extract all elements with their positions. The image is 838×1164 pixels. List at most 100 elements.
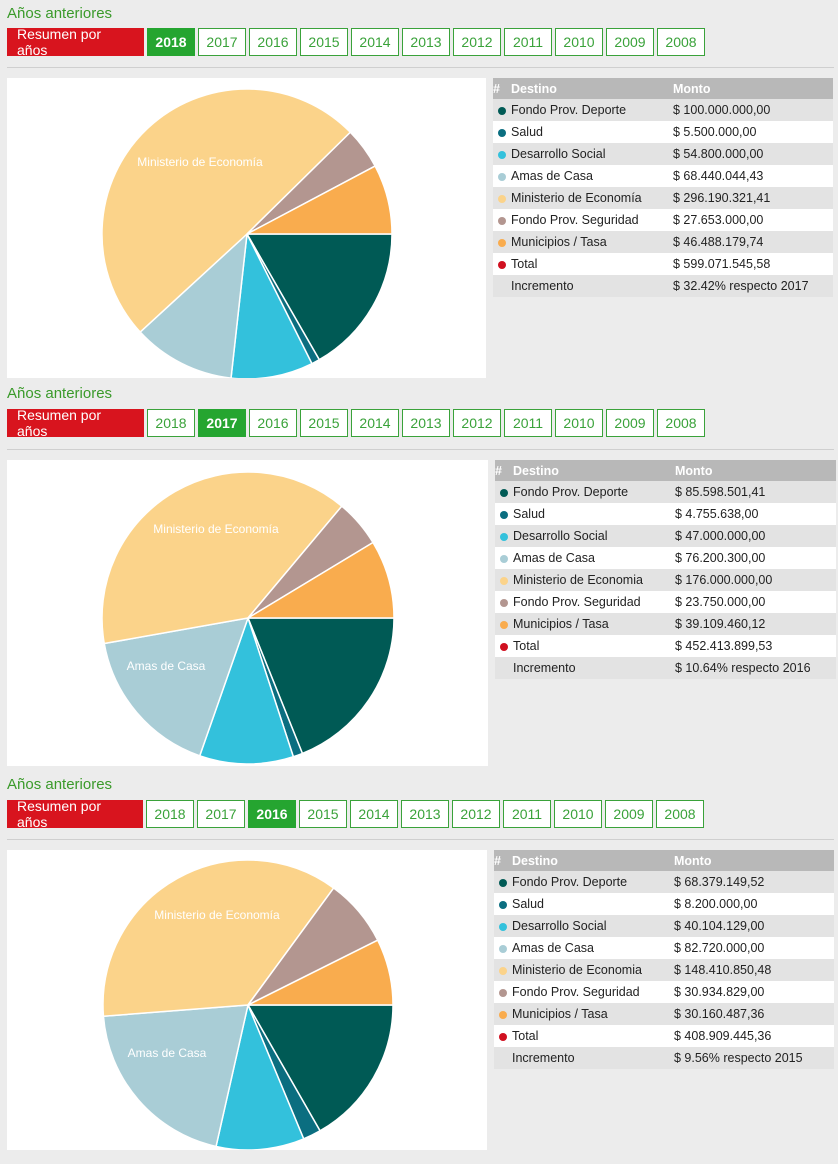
table-row: Incremento $ 10.64% respecto 2016 — [495, 657, 836, 679]
legend-dot-icon — [500, 642, 508, 651]
year-tab-2012[interactable]: 2012 — [453, 28, 501, 56]
year-tab-2011[interactable]: 2011 — [504, 28, 552, 56]
year-tab-2018[interactable]: 2018 — [147, 28, 195, 56]
pie-slice-desarrollo-social[interactable] — [215, 1002, 305, 1150]
legend-dot-icon — [499, 966, 507, 975]
col-monto: Monto — [675, 460, 836, 481]
year-tab-2010[interactable]: 2010 — [555, 28, 603, 56]
year-tab-2016[interactable]: 2016 — [249, 28, 297, 56]
pie-slice-ministerio-de-economia[interactable] — [101, 471, 343, 645]
table-row: Fondo Prov. Deporte $ 68.379.149,52 — [494, 871, 834, 893]
year-tabbar: Resumen por años 2018 2017 2016 2015 2014 2013… — [7, 798, 707, 830]
year-tab-2008[interactable]: 2008 — [656, 800, 704, 828]
year-tab-2015[interactable]: 2015 — [300, 409, 348, 437]
year-tab-2014[interactable]: 2014 — [350, 800, 398, 828]
row-destino: Ministerio de Economia — [513, 569, 675, 591]
year-tab-2012[interactable]: 2012 — [453, 409, 501, 437]
pie-slice-ministerio-de-economia[interactable] — [102, 859, 335, 1018]
pie-slice-amas-de-casa[interactable] — [103, 617, 250, 757]
summary-by-years-button[interactable]: Resumen por años — [7, 407, 144, 439]
row-marker — [495, 591, 513, 613]
summary-by-years-button[interactable]: Resumen por años — [7, 26, 144, 58]
year-tab-2010[interactable]: 2010 — [555, 409, 603, 437]
row-destino: Amas de Casa — [511, 165, 673, 187]
year-tab-2016[interactable]: 2016 — [248, 800, 296, 828]
row-monto: $ 9.56% respecto 2015 — [674, 1047, 834, 1069]
row-destino: Fondo Prov. Deporte — [513, 481, 675, 503]
summary-by-years-button[interactable]: Resumen por años — [7, 798, 143, 830]
row-monto: $ 85.598.501,41 — [675, 481, 836, 503]
year-tab-2014[interactable]: 2014 — [351, 28, 399, 56]
pie-slice-desarrollo-social[interactable] — [230, 231, 313, 378]
year-tab-2013[interactable]: 2013 — [402, 28, 450, 56]
year-tab-2011[interactable]: 2011 — [504, 409, 552, 437]
pie-chart-2018: Ministerio de Economía — [7, 78, 486, 378]
table-row: Fondo Prov. Deporte $ 100.000.000,00 — [493, 99, 833, 121]
row-monto: $ 47.000.000,00 — [675, 525, 836, 547]
legend-dot-icon — [498, 128, 506, 137]
legend-dot-icon — [499, 1032, 507, 1041]
row-monto: $ 100.000.000,00 — [673, 99, 833, 121]
year-tab-2013[interactable]: 2013 — [402, 409, 450, 437]
pie-chart-2016: Amas de Casa Ministerio de Economía — [7, 850, 487, 1150]
row-monto: $ 176.000.000,00 — [675, 569, 836, 591]
year-tab-2015[interactable]: 2015 — [299, 800, 347, 828]
year-tab-2009[interactable]: 2009 — [606, 28, 654, 56]
pie-slice-municipios-tasa[interactable] — [247, 939, 394, 1006]
pie-slice-municipios-tasa[interactable] — [245, 541, 395, 619]
pie-slice-fondo-prov-deporte[interactable] — [245, 233, 393, 361]
year-tab-2008[interactable]: 2008 — [657, 28, 705, 56]
year-tab-2008[interactable]: 2008 — [657, 409, 705, 437]
row-marker — [494, 1047, 512, 1069]
year-tab-2009[interactable]: 2009 — [606, 409, 654, 437]
pie-slice-fondo-prov-deporte[interactable] — [246, 1004, 394, 1132]
year-tab-2015[interactable]: 2015 — [300, 28, 348, 56]
row-destino: Amas de Casa — [512, 937, 674, 959]
row-destino: Total — [512, 1025, 674, 1047]
year-tab-2012[interactable]: 2012 — [452, 800, 500, 828]
legend-dot-icon — [499, 922, 507, 931]
section-title: Años anteriores — [7, 385, 113, 402]
row-marker — [495, 613, 513, 635]
row-destino: Municipios / Tasa — [513, 613, 675, 635]
year-tab-2014[interactable]: 2014 — [351, 409, 399, 437]
legend-dot-icon — [498, 150, 506, 159]
row-destino: Incremento — [511, 275, 673, 297]
table-row: Total $ 599.071.545,58 — [493, 253, 833, 275]
year-tab-2018[interactable]: 2018 — [147, 409, 195, 437]
pie-slice-desarrollo-social[interactable] — [198, 615, 295, 765]
table-row: Total $ 452.413.899,53 — [495, 635, 836, 657]
table-row: Municipios / Tasa $ 39.109.460,12 — [495, 613, 836, 635]
year-tab-2011[interactable]: 2011 — [503, 800, 551, 828]
year-tab-2017[interactable]: 2017 — [198, 409, 246, 437]
pie-slice-amas-de-casa[interactable] — [139, 232, 248, 378]
col-monto: Monto — [674, 850, 834, 871]
legend-dot-icon — [499, 900, 507, 909]
year-tab-2017[interactable]: 2017 — [198, 28, 246, 56]
pie-slice-fondo-prov-deporte[interactable] — [246, 617, 395, 755]
year-tab-2009[interactable]: 2009 — [605, 800, 653, 828]
table-row: Municipios / Tasa $ 46.488.179,74 — [493, 231, 833, 253]
row-marker — [495, 547, 513, 569]
pie-slice-label: Amas de Casa — [128, 1046, 207, 1060]
pie-slice-municipios-tasa[interactable] — [246, 165, 393, 235]
row-destino: Total — [511, 253, 673, 275]
table-row: Ministerio de Economía $ 296.190.321,41 — [493, 187, 833, 209]
year-tab-2018[interactable]: 2018 — [146, 800, 194, 828]
pie-slice-ministerio-de-econom-a[interactable] — [101, 88, 352, 334]
pie-slice-amas-de-casa[interactable] — [102, 1004, 249, 1148]
row-marker — [495, 569, 513, 591]
row-monto: $ 68.379.149,52 — [674, 871, 834, 893]
year-tab-2010[interactable]: 2010 — [554, 800, 602, 828]
row-marker — [495, 525, 513, 547]
row-marker — [494, 937, 512, 959]
year-tab-2017[interactable]: 2017 — [197, 800, 245, 828]
section-divider — [7, 67, 834, 68]
year-tab-2013[interactable]: 2013 — [401, 800, 449, 828]
legend-dot-icon — [499, 1010, 507, 1019]
row-destino: Incremento — [513, 657, 675, 679]
row-destino: Salud — [512, 893, 674, 915]
year-tab-2016[interactable]: 2016 — [249, 409, 297, 437]
row-marker — [493, 187, 511, 209]
row-destino: Municipios / Tasa — [512, 1003, 674, 1025]
